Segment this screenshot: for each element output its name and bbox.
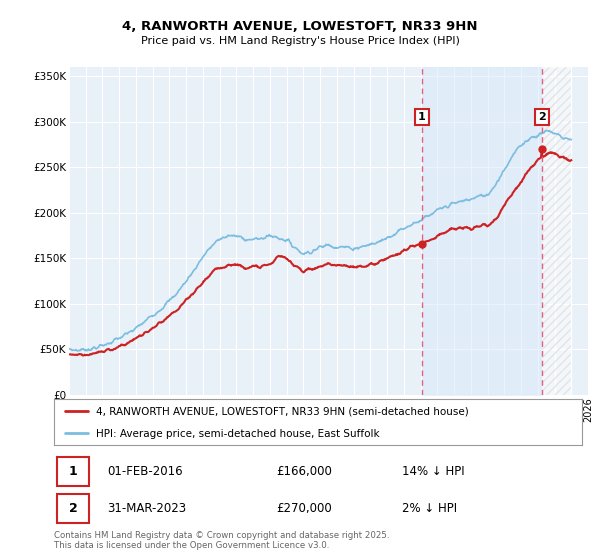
Text: 2: 2 — [68, 502, 77, 515]
Text: 2% ↓ HPI: 2% ↓ HPI — [403, 502, 458, 515]
Text: 01-FEB-2016: 01-FEB-2016 — [107, 465, 182, 478]
Text: 4, RANWORTH AVENUE, LOWESTOFT, NR33 9HN (semi-detached house): 4, RANWORTH AVENUE, LOWESTOFT, NR33 9HN … — [96, 407, 469, 417]
FancyBboxPatch shape — [56, 494, 89, 523]
Text: HPI: Average price, semi-detached house, East Suffolk: HPI: Average price, semi-detached house,… — [96, 429, 380, 438]
Text: 2: 2 — [538, 112, 546, 122]
Text: Price paid vs. HM Land Registry's House Price Index (HPI): Price paid vs. HM Land Registry's House … — [140, 36, 460, 46]
Text: Contains HM Land Registry data © Crown copyright and database right 2025.
This d: Contains HM Land Registry data © Crown c… — [54, 530, 389, 550]
Text: 4, RANWORTH AVENUE, LOWESTOFT, NR33 9HN: 4, RANWORTH AVENUE, LOWESTOFT, NR33 9HN — [122, 20, 478, 32]
Text: 1: 1 — [418, 112, 426, 122]
FancyBboxPatch shape — [56, 457, 89, 486]
Text: 31-MAR-2023: 31-MAR-2023 — [107, 502, 186, 515]
Text: 1: 1 — [68, 465, 77, 478]
Text: £270,000: £270,000 — [276, 502, 332, 515]
Text: £166,000: £166,000 — [276, 465, 332, 478]
Text: 14% ↓ HPI: 14% ↓ HPI — [403, 465, 465, 478]
